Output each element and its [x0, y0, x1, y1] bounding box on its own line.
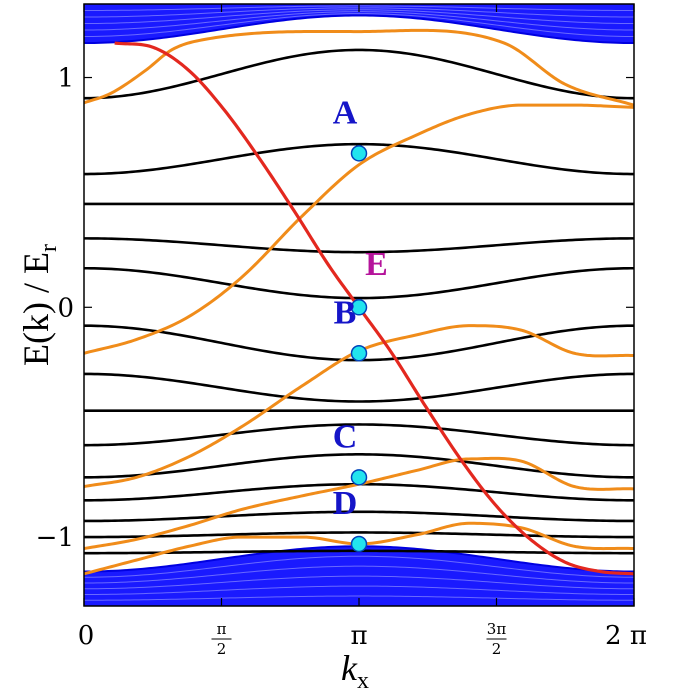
y-axis-label-sub: r: [36, 244, 62, 252]
point-marker-c: [350, 469, 368, 486]
axes: 0 π 2 π 3π 2 2 π 1 0 −1: [36, 4, 647, 658]
upper-bulk-continuum: [84, 4, 634, 44]
x-tick-label-denominator: 2: [217, 640, 227, 658]
y-tick-label: 0: [57, 293, 74, 323]
point-marker-d: [350, 535, 368, 553]
x-tick-label-denominator: 2: [492, 640, 502, 658]
x-axis-title: kx: [341, 648, 369, 692]
subband-line: [84, 510, 634, 523]
point-label-c: C: [333, 418, 358, 455]
subband-line: [84, 142, 634, 176]
x-tick-label: 0: [78, 621, 95, 651]
x-tick-label: π: [350, 621, 367, 651]
point-label-b: B: [334, 294, 357, 331]
y-tick-label: −1: [36, 523, 74, 553]
y-tick-label: 1: [57, 64, 74, 94]
x-tick-label-numerator: π: [217, 620, 227, 638]
subband-line: [84, 372, 634, 403]
highlighted-points: A EB CD: [333, 94, 388, 553]
chiral-edge-band: [114, 41, 634, 576]
upper-bulk-texture: [84, 13, 634, 38]
x-axis-label-sub: x: [357, 668, 369, 692]
point-label-a: A: [333, 94, 358, 131]
subband-line: [84, 48, 634, 100]
lower-bulk-continuum: [84, 546, 634, 606]
edge-state-line: [84, 28, 634, 107]
subband-line: [84, 482, 634, 502]
x-tick-label-numerator: 3π: [487, 620, 507, 638]
subband-line: [84, 423, 634, 447]
edge-state-line: [84, 103, 634, 355]
y-axis-label-main: E(k) / E: [16, 252, 56, 366]
subband-line: [84, 266, 634, 300]
lower-bulk-texture: [84, 595, 634, 601]
lower-bulk-texture: [84, 565, 634, 584]
lower-bulk-texture: [84, 585, 634, 596]
point-marker-b: [350, 345, 368, 362]
point-marker-a: [350, 145, 368, 162]
upper-bulk-edge: [84, 14, 634, 45]
x-tick-label: 2 π: [605, 621, 647, 651]
lower-bulk-texture: [84, 555, 634, 578]
lower-bulk-texture: [84, 575, 634, 590]
point-marker-e: [350, 299, 368, 316]
chiral-edge-line: [114, 41, 634, 576]
subband-line: [84, 237, 634, 254]
x-axis-label-base: k: [341, 648, 358, 688]
bulk-subbands: [84, 48, 634, 555]
point-label-d: D: [333, 485, 358, 522]
y-axis-title: E(k) / Er: [16, 244, 62, 366]
point-label-e: E: [365, 246, 388, 283]
